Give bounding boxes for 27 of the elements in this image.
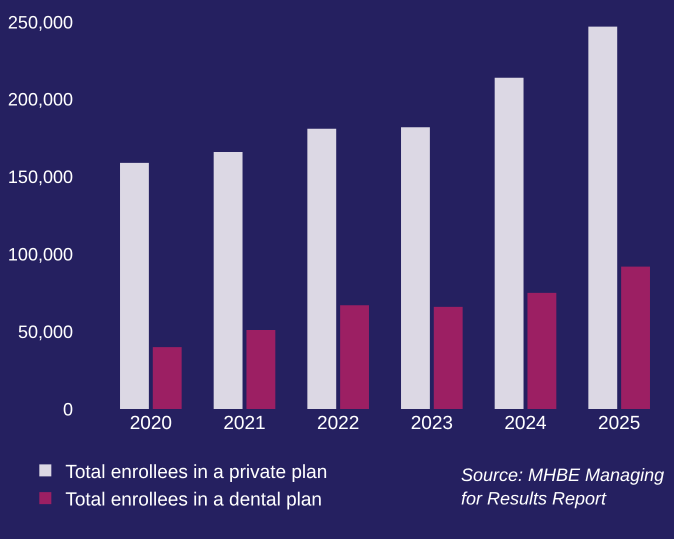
bar <box>340 305 369 409</box>
y-tick-label: 200,000 <box>8 90 73 110</box>
bar <box>307 128 336 409</box>
bar <box>120 162 149 409</box>
bar <box>401 127 430 409</box>
legend-label: Total enrollees in a dental plan <box>65 490 322 511</box>
y-tick-label: 250,000 <box>8 12 73 32</box>
bar <box>246 330 276 409</box>
source-note: Source: MHBE Managing for Results Report <box>461 465 664 508</box>
bar <box>214 152 243 409</box>
bar <box>527 292 556 409</box>
bar <box>152 347 182 409</box>
y-tick-label: 0 <box>62 399 73 420</box>
x-tick-label: 2022 <box>317 413 360 434</box>
x-tick-label: 2023 <box>410 413 453 434</box>
y-tick-label: 150,000 <box>8 167 73 188</box>
x-tick-label: 2025 <box>598 413 640 434</box>
x-tick-label: 2024 <box>504 413 548 434</box>
y-tick-label: 100,000 <box>8 244 73 264</box>
x-tick-label: 2021 <box>223 413 266 434</box>
x-tick-label: 2020 <box>130 413 172 434</box>
legend-label: Total enrollees in a private plan <box>65 462 328 483</box>
y-tick-label: 50,000 <box>18 322 73 342</box>
bar <box>621 266 650 409</box>
bar <box>588 26 618 409</box>
bar <box>494 78 524 409</box>
bar <box>434 306 463 409</box>
